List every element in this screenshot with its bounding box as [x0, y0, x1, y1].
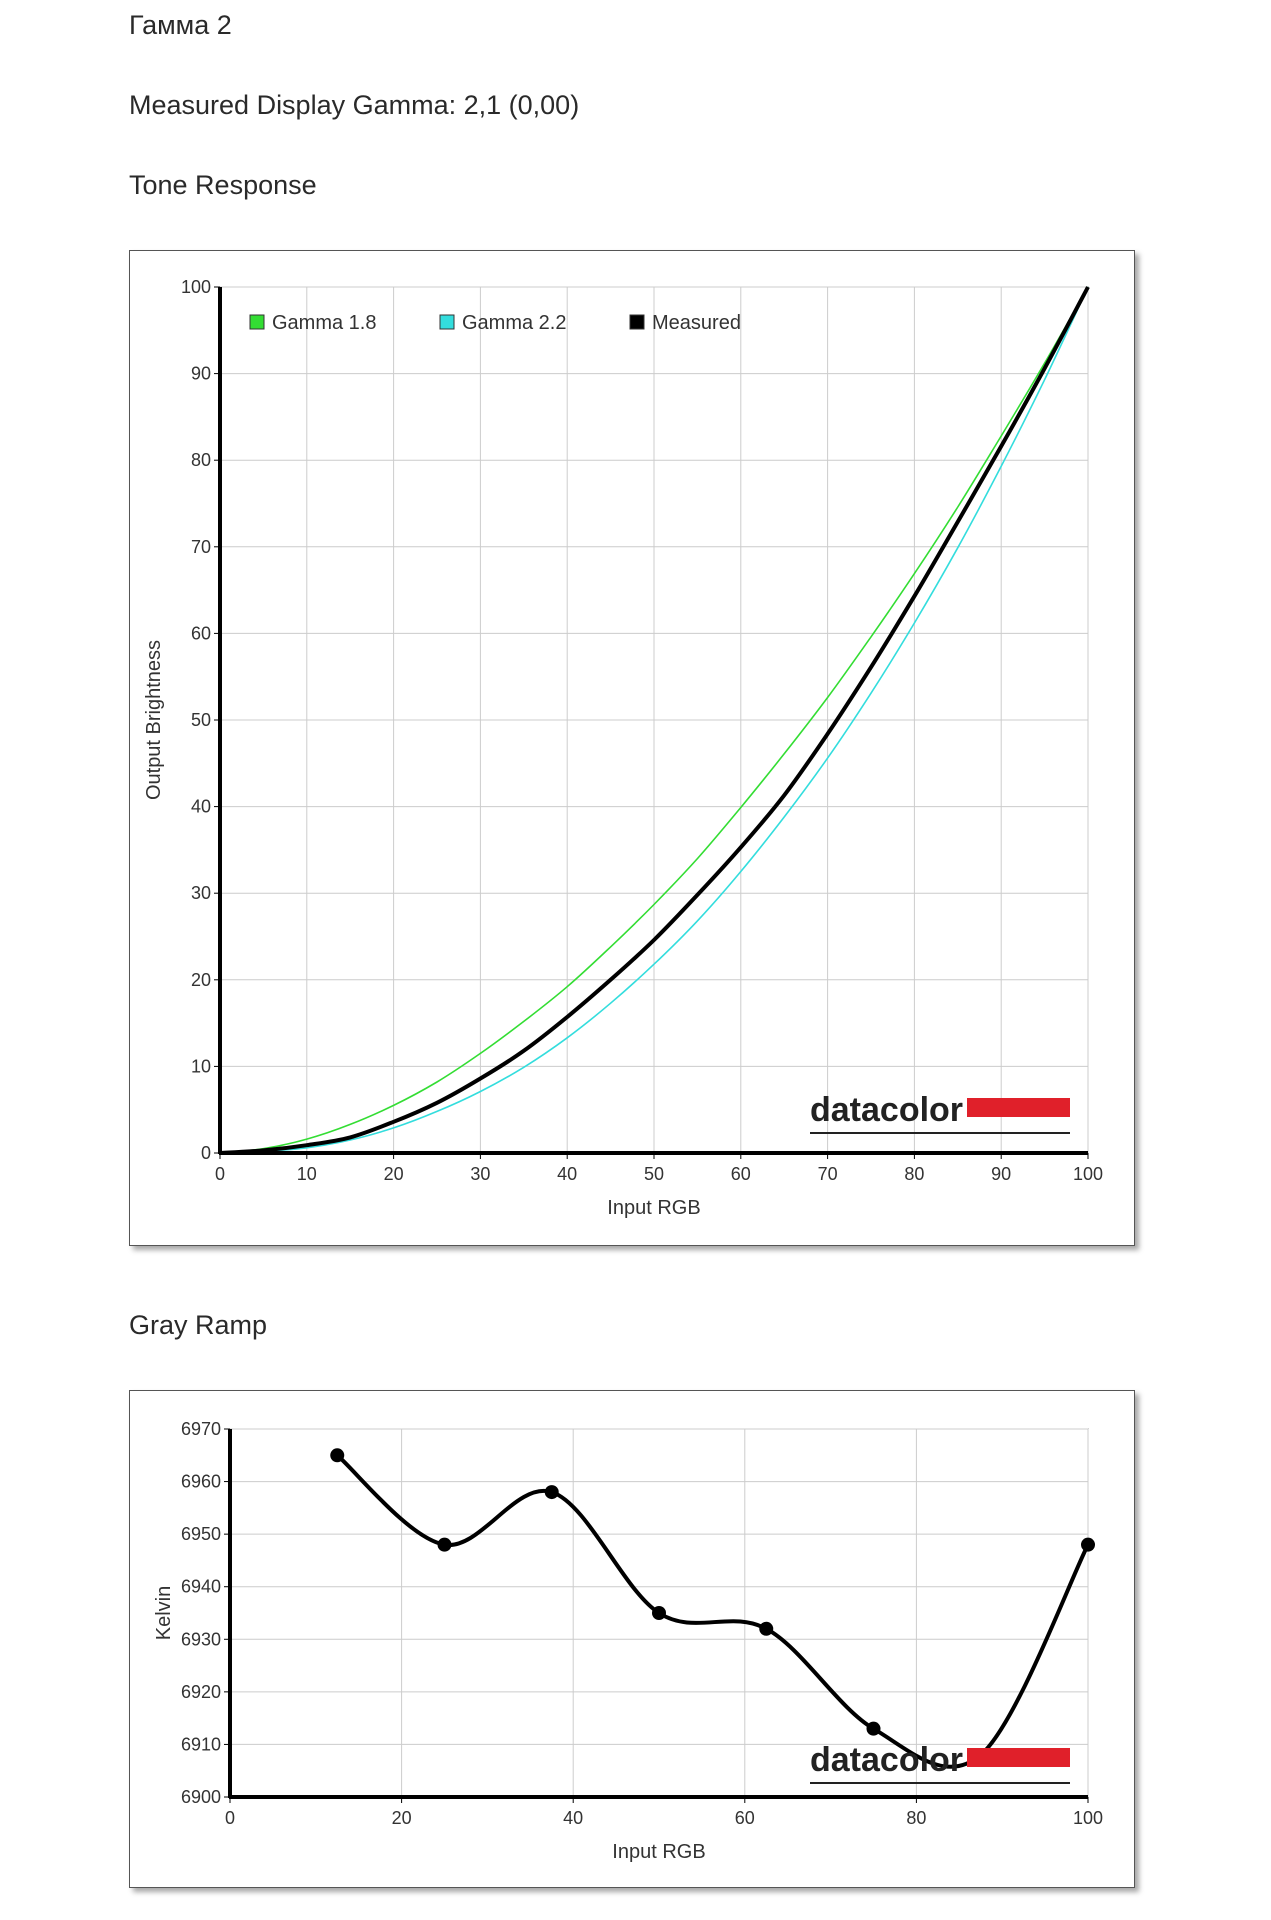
y-tick-label: 6910 [181, 1734, 221, 1754]
legend-item-0: Gamma 1.8 [249, 312, 376, 334]
legend-swatch [439, 314, 455, 330]
x-tick-label: 100 [1073, 1808, 1103, 1828]
tone-response-chart-panel: 0 10 20 30 40 50 60 70 80 90 100 0 10 20 30 40 50 60 70 80 9… [129, 250, 1135, 1246]
x-axis-label: Input RGB [612, 1841, 705, 1863]
series-line-0 [219, 286, 1089, 1154]
legend-label: Gamma 2.2 [462, 312, 566, 334]
data-point-4 [759, 1621, 774, 1636]
y-tick-label: 100 [181, 277, 211, 297]
y-tick-label: 6920 [181, 1682, 221, 1702]
data-point-0 [330, 1448, 345, 1463]
logo-text: datacolor [810, 1741, 963, 1779]
y-tick-label: 50 [191, 710, 211, 730]
y-tick-label: 90 [191, 364, 211, 384]
y-tick-label: 20 [191, 970, 211, 990]
y-tick-label: 6930 [181, 1629, 221, 1649]
x-tick-label: 40 [563, 1808, 583, 1828]
y-tick-label: 80 [191, 450, 211, 470]
y-tick-label: 70 [191, 537, 211, 557]
y-tick-label: 0 [201, 1143, 211, 1163]
x-tick-label: 20 [392, 1808, 412, 1828]
x-tick-label: 100 [1073, 1164, 1103, 1184]
y-tick-label: 6940 [181, 1577, 221, 1597]
x-tick-label: 70 [818, 1164, 838, 1184]
y-tick-label: 10 [191, 1056, 211, 1076]
x-tick-label: 10 [297, 1164, 317, 1184]
gray-ramp-chart-panel: 0 20 40 60 80 100 6900 6910 6920 6930 6940 6950 6960… [129, 1390, 1135, 1888]
data-point-3 [652, 1606, 666, 1620]
series-line-1 [219, 286, 1089, 1154]
y-tick-label: 6970 [181, 1419, 221, 1439]
gray-ramp-heading: Gray Ramp [129, 1310, 268, 1340]
x-tick-label: 0 [225, 1808, 235, 1828]
legend-label: Measured [652, 312, 741, 334]
logo-red-bar [967, 1098, 1070, 1117]
logo-red-bar [967, 1748, 1070, 1767]
legend-label: Gamma 1.8 [272, 312, 376, 334]
x-tick-label: 0 [215, 1164, 225, 1184]
x-tick-label: 50 [644, 1164, 664, 1184]
data-point-5 [866, 1721, 881, 1736]
gray-ramp-chart: 0 20 40 60 80 100 6900 6910 6920 6930 6940 6950 6960… [153, 1419, 1103, 1863]
y-tick-label: 6960 [181, 1472, 221, 1492]
tone-response-heading: Tone Response [129, 170, 317, 200]
logo-text: datacolor [810, 1091, 963, 1129]
data-point-1 [437, 1537, 452, 1552]
x-tick-label: 30 [470, 1164, 490, 1184]
data-point-2 [544, 1485, 559, 1500]
measured-gamma-text: Measured Display Gamma: 2,1 (0,00) [129, 90, 580, 120]
x-tick-label: 90 [991, 1164, 1011, 1184]
x-tick-label: 60 [735, 1808, 755, 1828]
series-line-2 [219, 286, 1090, 1155]
datacolor-logo: datacolor [810, 1741, 1070, 1784]
x-tick-label: 40 [557, 1164, 577, 1184]
y-axis-label: Output Brightness [143, 640, 165, 800]
y-axis-label: Kelvin [153, 1586, 175, 1640]
datacolor-logo: datacolor [810, 1091, 1070, 1134]
x-tick-label: 80 [906, 1808, 926, 1828]
x-tick-label: 60 [731, 1164, 751, 1184]
tone-response-chart: 0 10 20 30 40 50 60 70 80 90 100 0 10 20 30 40 50 60 70 80 9… [143, 277, 1103, 1219]
data-point-7 [1081, 1537, 1095, 1552]
legend-swatch [249, 314, 265, 330]
y-tick-label: 60 [191, 623, 211, 643]
x-axis-label: Input RGB [607, 1197, 700, 1219]
y-tick-label: 40 [191, 797, 211, 817]
y-tick-label: 6900 [181, 1787, 221, 1807]
legend-item-1: Gamma 2.2 [439, 312, 566, 334]
legend-swatch [629, 314, 645, 330]
page-title: Гамма 2 [129, 10, 232, 40]
y-tick-label: 30 [191, 883, 211, 903]
legend-item-2: Measured [629, 312, 741, 334]
x-tick-label: 20 [384, 1164, 404, 1184]
x-tick-label: 80 [904, 1164, 924, 1184]
y-tick-label: 6950 [181, 1524, 221, 1544]
